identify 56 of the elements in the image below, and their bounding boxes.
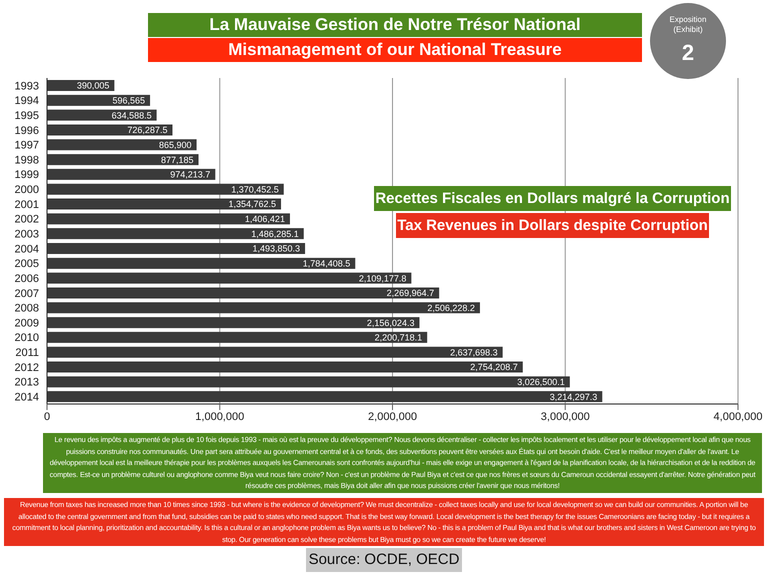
y-tick-label: 2013 <box>14 376 39 389</box>
y-tick-label: 2008 <box>14 302 39 315</box>
text: Exposition (Exhibit) <box>670 15 706 34</box>
y-tick-label: 1999 <box>14 169 39 182</box>
data-label: 865,900 <box>159 140 192 150</box>
data-label: 390,005 <box>76 80 110 91</box>
y-tick-label: 2002 <box>14 214 39 226</box>
data-label: 596,565 <box>112 96 146 106</box>
y-tick-label: 1995 <box>14 110 39 122</box>
y-tick-label: 1993 <box>14 80 39 92</box>
y-tick-label: 2011 <box>15 347 39 360</box>
data-label: 3,214,297.3 <box>550 392 598 402</box>
data-label: 726,287.5 <box>127 125 168 136</box>
y-tick-label: 2009 <box>14 317 39 330</box>
y-tick-label: 2007 <box>14 288 39 300</box>
y-tick-label: 2006 <box>14 272 39 285</box>
source-note: Source: OCDE, OECD <box>306 548 462 572</box>
data-label: 2,506,228.2 <box>427 302 475 313</box>
data-label: 1,370,452.5 <box>231 184 279 194</box>
data-label: 2,109,177.8 <box>358 273 406 284</box>
data-label: 974,213.7 <box>170 170 210 180</box>
y-tick-label: 2000 <box>14 184 39 196</box>
x-tick-label: 4,000,000 <box>714 410 762 423</box>
data-label: 877,185 <box>160 154 194 165</box>
y-tick-label: 1997 <box>14 140 39 152</box>
data-label: 2,156,024.3 <box>366 318 414 328</box>
data-label: 1,406,421 <box>244 214 285 224</box>
text: 2 <box>680 40 696 66</box>
y-tick-label: 2004 <box>14 243 39 256</box>
data-label: 2,269,964.7 <box>386 288 434 298</box>
y-tick-label: 1996 <box>14 124 39 137</box>
data-label: 1,354,762.5 <box>228 199 276 210</box>
y-tick-label: 2003 <box>14 228 39 240</box>
data-label: 1,784,408.5 <box>302 258 350 269</box>
chart-title: La Mauvaise Gestion de Notre Trésor National <box>148 13 642 37</box>
y-tick-label: 2005 <box>14 258 39 270</box>
y-tick-label: 1998 <box>14 154 39 166</box>
data-label: 1,486,285.1 <box>251 228 299 239</box>
data-label: 2,637,698.3 <box>450 347 498 358</box>
data-label: 1,493,850.3 <box>252 244 300 254</box>
x-tick-label: 1,000,000 <box>195 410 244 423</box>
y-tick-label: 2014 <box>14 391 39 404</box>
y-tick-label: 1994 <box>14 95 39 108</box>
y-tick-label: 2012 <box>14 362 39 374</box>
x-tick-label: 3,000,000 <box>540 410 590 423</box>
data-label: 634,588.5 <box>112 110 152 120</box>
y-tick-label: 2010 <box>14 332 39 344</box>
data-label: 2,754,208.7 <box>470 362 518 372</box>
data-label: 2,200,718.1 <box>374 332 422 343</box>
annotation: Tax Revenues in Dollars despite Corruption <box>396 213 709 238</box>
chart-subtitle: Mismanagement of our National Treasure <box>148 38 642 62</box>
x-tick-label: 0 <box>44 410 50 423</box>
annotation: Recettes Fiscales en Dollars malgré la Corruption <box>374 186 731 211</box>
y-tick-label: 2001 <box>14 198 39 211</box>
data-label: 3,026,500.1 <box>517 377 565 388</box>
x-tick-label: 2,000,000 <box>368 410 417 423</box>
